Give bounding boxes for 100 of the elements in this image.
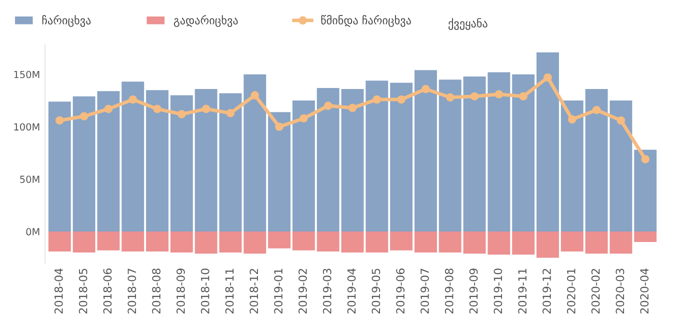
- x-tick-label: 2019-12: [542, 268, 551, 314]
- bar: [438, 232, 462, 253]
- bar: [219, 93, 242, 232]
- x-tick-label: 2018-05: [78, 268, 88, 314]
- bar: [390, 232, 413, 250]
- x-tick-label: 2019-10: [494, 268, 502, 314]
- x-tick-label: 2019-11: [518, 268, 527, 314]
- bar: [316, 88, 340, 232]
- x-tick-label: 2020-03: [616, 268, 624, 314]
- point: [178, 110, 186, 118]
- x-tick-label: 2020-02: [591, 268, 600, 314]
- x-tick-label: 2019-02: [298, 268, 307, 314]
- point: [202, 104, 210, 114]
- x-tick-label: 2018-11: [225, 268, 234, 314]
- point: [128, 95, 138, 104]
- point: [250, 91, 260, 100]
- x-tick-label: 2018-07: [128, 268, 136, 314]
- bar: [146, 90, 168, 232]
- bar: [122, 82, 144, 232]
- x-tick-label: 2020-01: [566, 268, 576, 314]
- bar: [512, 232, 535, 255]
- point: [470, 92, 479, 101]
- text: ქვეყანა: [448, 18, 488, 30]
- point: [422, 84, 430, 94]
- x-tick-label: 2019-03: [322, 268, 332, 314]
- bar: [292, 100, 315, 232]
- x-tick-label: 2019-04: [347, 268, 356, 314]
- bar: [146, 232, 168, 252]
- bar: [634, 232, 657, 242]
- bar: [488, 72, 510, 232]
- bar: [48, 232, 71, 252]
- point: [446, 93, 454, 102]
- bar: [560, 232, 584, 252]
- point: [544, 73, 552, 82]
- legend-label: წმინდა ჩარიცხვა: [321, 15, 411, 27]
- bar: [341, 232, 364, 253]
- point: [275, 122, 284, 131]
- bar: [414, 70, 437, 232]
- bar: [219, 232, 242, 253]
- point: [104, 104, 113, 114]
- y-tick-label: 150M: [14, 70, 40, 78]
- point: [226, 108, 235, 118]
- bar: [560, 100, 584, 232]
- x-tick-label: 2018-04: [54, 268, 63, 314]
- bar: [366, 80, 388, 232]
- point: [592, 106, 601, 114]
- bar: [414, 232, 437, 253]
- point: [568, 115, 576, 124]
- bar: [536, 52, 559, 232]
- x-tick-label: 2018-06: [103, 268, 112, 314]
- legend-label: ჩარიცხვა: [42, 15, 91, 27]
- point: [519, 92, 528, 101]
- bar: [438, 80, 462, 232]
- x-tick-label: 2019-07: [420, 268, 429, 314]
- point: [494, 90, 504, 98]
- bar: [194, 232, 218, 254]
- bar: [268, 112, 291, 232]
- point: [397, 95, 406, 104]
- bar: [122, 232, 144, 252]
- y-tick-label: 100M: [14, 123, 40, 131]
- x-tick-label: 2019-01: [274, 268, 283, 314]
- point: [641, 155, 650, 164]
- bar: [463, 232, 486, 254]
- point: [616, 116, 626, 125]
- bar: [170, 95, 193, 232]
- bar: [512, 74, 535, 232]
- bar: [292, 232, 315, 250]
- bar: [194, 89, 218, 232]
- point: [300, 114, 308, 123]
- x-tick-label: 2018-09: [176, 268, 185, 314]
- y-tick-label: 0M: [26, 228, 40, 236]
- bar: [316, 232, 340, 252]
- x-tick-label: 2019-08: [444, 268, 454, 314]
- point: [80, 112, 88, 120]
- bar: [341, 89, 364, 232]
- bar: [390, 82, 413, 232]
- point: [153, 104, 162, 114]
- x-tick-label: 2020-04: [640, 268, 649, 314]
- bar: [488, 232, 510, 255]
- bar: [634, 150, 657, 232]
- y-tick-label: 50M: [20, 176, 40, 183]
- point: [348, 104, 357, 112]
- bar: [536, 232, 559, 258]
- x-tick-label: 2019-09: [469, 268, 478, 314]
- bar: [463, 76, 486, 232]
- bar: [268, 232, 291, 248]
- x-tick-label: 2018-12: [250, 268, 258, 314]
- bar: [244, 232, 266, 254]
- x-tick-label: 2019-05: [372, 268, 380, 314]
- point: [324, 102, 332, 110]
- legend-label: გადარიცხვა: [174, 15, 238, 27]
- bar: [170, 232, 193, 253]
- point: [55, 116, 64, 125]
- bar: [366, 232, 388, 253]
- bar: [244, 74, 266, 232]
- bar: [48, 102, 71, 232]
- point: [372, 95, 382, 104]
- x-tick-label: 2019-06: [396, 268, 405, 314]
- x-tick-label: 2018-08: [152, 268, 160, 314]
- x-tick-label: 2018-10: [200, 268, 210, 314]
